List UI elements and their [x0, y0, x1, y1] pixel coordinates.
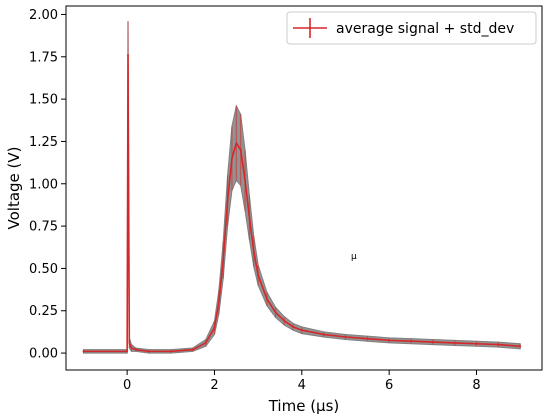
- axes-frame: [65, 5, 543, 371]
- data-point: [410, 340, 412, 343]
- y-axis-ticks: 0.00 0.25 0.50 0.75 1.00 1.25 1.50 1.75 2.00: [29, 8, 66, 362]
- y-tick-label: 0.25: [29, 304, 58, 319]
- legend-frame: [286, 11, 537, 45]
- data-point: [388, 339, 391, 342]
- std-dev-band: [82, 21, 521, 354]
- data-point: [130, 347, 133, 349]
- y-tick-label: 1.25: [29, 135, 58, 150]
- data-point: [283, 320, 286, 322]
- data-point: [497, 343, 500, 346]
- data-point: [134, 348, 137, 351]
- data-point: [169, 350, 172, 353]
- y-tick-label: 0.75: [29, 220, 58, 235]
- data-point: [274, 311, 277, 314]
- plot-area: [65, 5, 543, 371]
- data-point: [244, 179, 246, 182]
- y-tick-label: 0.50: [29, 262, 58, 277]
- data-point: [292, 325, 294, 328]
- data-point: [213, 326, 216, 329]
- x-tick-label: 0: [123, 378, 131, 393]
- y-tick-label: 1.75: [29, 50, 58, 65]
- data-point: [257, 274, 260, 277]
- y-axis-label: Voltage (V): [5, 147, 23, 230]
- x-axis-ticks: 0 2 4 6 8: [123, 370, 481, 393]
- y-tick-label: 2.00: [29, 8, 58, 23]
- legend: average signal + std_dev: [286, 11, 537, 45]
- data-point: [453, 342, 456, 344]
- x-tick-label: 2: [210, 378, 218, 393]
- series-line: [83, 54, 521, 353]
- x-axis-label: Time (μs): [268, 397, 340, 415]
- data-point: [519, 345, 522, 348]
- data-point: [222, 259, 225, 261]
- data-point: [344, 336, 347, 338]
- data-point: [127, 54, 129, 56]
- data-point: [366, 337, 369, 340]
- data-point: [252, 250, 255, 253]
- x-tick-label: 6: [385, 378, 393, 393]
- data-point: [475, 342, 478, 345]
- data-point: [235, 142, 238, 145]
- data-point: [226, 199, 229, 202]
- data-point: [248, 216, 251, 219]
- legend-label: average signal + std_dev: [336, 21, 514, 37]
- series-layer: [82, 21, 522, 354]
- data-point: [322, 333, 325, 336]
- data-point: [191, 348, 194, 351]
- data-point: [239, 149, 242, 151]
- data-point: [126, 350, 129, 353]
- x-tick-label: 4: [298, 378, 306, 393]
- data-point: [217, 301, 220, 304]
- y-tick-label: 1.00: [29, 177, 58, 192]
- data-point: [148, 350, 150, 353]
- y-tick-label: 0.00: [29, 347, 58, 362]
- data-point: [204, 342, 207, 344]
- data-point: [265, 297, 268, 300]
- data-point: [231, 157, 233, 160]
- y-tick-label: 1.50: [29, 93, 58, 108]
- data-point: [300, 329, 303, 332]
- x-tick-label: 8: [472, 378, 480, 393]
- annotation-mu: μ: [351, 252, 357, 262]
- data-point: [431, 341, 434, 343]
- data-point: [128, 342, 131, 344]
- data-point: [82, 350, 85, 353]
